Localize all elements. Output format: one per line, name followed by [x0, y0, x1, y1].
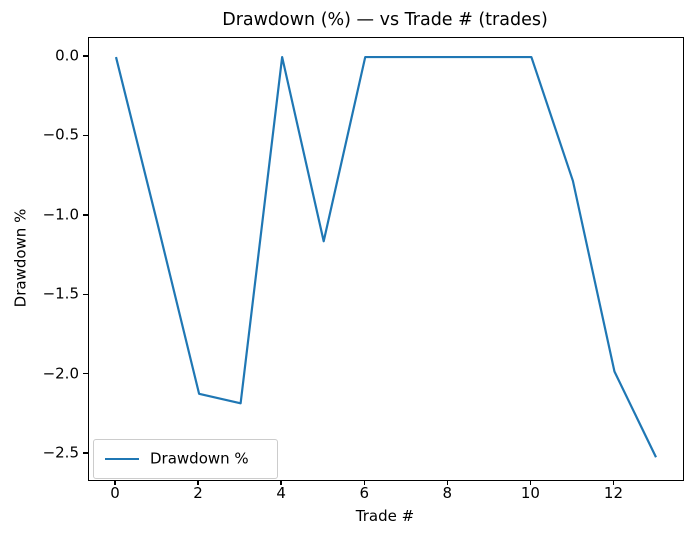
- y-tick-label: −0.5: [42, 125, 79, 144]
- x-axis-label: Trade #: [355, 507, 415, 525]
- x-tick-label: 12: [603, 484, 623, 502]
- y-tick-mark: [83, 214, 88, 216]
- x-tick-mark: [529, 480, 532, 485]
- x-tick-label: 8: [442, 484, 453, 502]
- legend-entry-label: Drawdown %: [150, 449, 249, 468]
- drawdown-line-chart: [114, 55, 657, 458]
- x-tick-label: 10: [520, 484, 540, 502]
- y-tick-mark: [83, 55, 88, 57]
- y-tick-mark: [83, 452, 88, 454]
- x-tick-mark: [363, 480, 365, 485]
- drawdown-series-line: [114, 55, 657, 458]
- x-tick-label: 2: [193, 484, 203, 502]
- y-tick-label: −1.5: [42, 284, 79, 303]
- y-axis-label: Drawdown %: [11, 208, 30, 308]
- legend-box: Drawdown %: [93, 439, 278, 479]
- x-tick-label: 6: [359, 484, 369, 502]
- x-tick-mark: [280, 480, 282, 485]
- y-tick-label: −1.0: [42, 205, 79, 224]
- y-tick-label: −2.0: [42, 364, 79, 383]
- x-tick-label: 0: [110, 484, 120, 502]
- y-tick-mark: [83, 372, 88, 375]
- y-tick-mark: [83, 134, 88, 137]
- legend-line-sample: [105, 458, 139, 461]
- y-tick-label: 0.0: [55, 46, 79, 65]
- x-tick-mark: [197, 480, 199, 485]
- x-tick-mark: [446, 480, 448, 485]
- y-tick-mark: [83, 293, 88, 295]
- x-tick-label: 4: [276, 484, 286, 502]
- chart-title: Drawdown (%) — vs Trade # (trades): [222, 10, 548, 30]
- plot-area: [88, 37, 684, 481]
- x-tick-mark: [114, 480, 116, 485]
- y-tick-label: −2.5: [42, 443, 79, 462]
- x-tick-mark: [612, 480, 615, 485]
